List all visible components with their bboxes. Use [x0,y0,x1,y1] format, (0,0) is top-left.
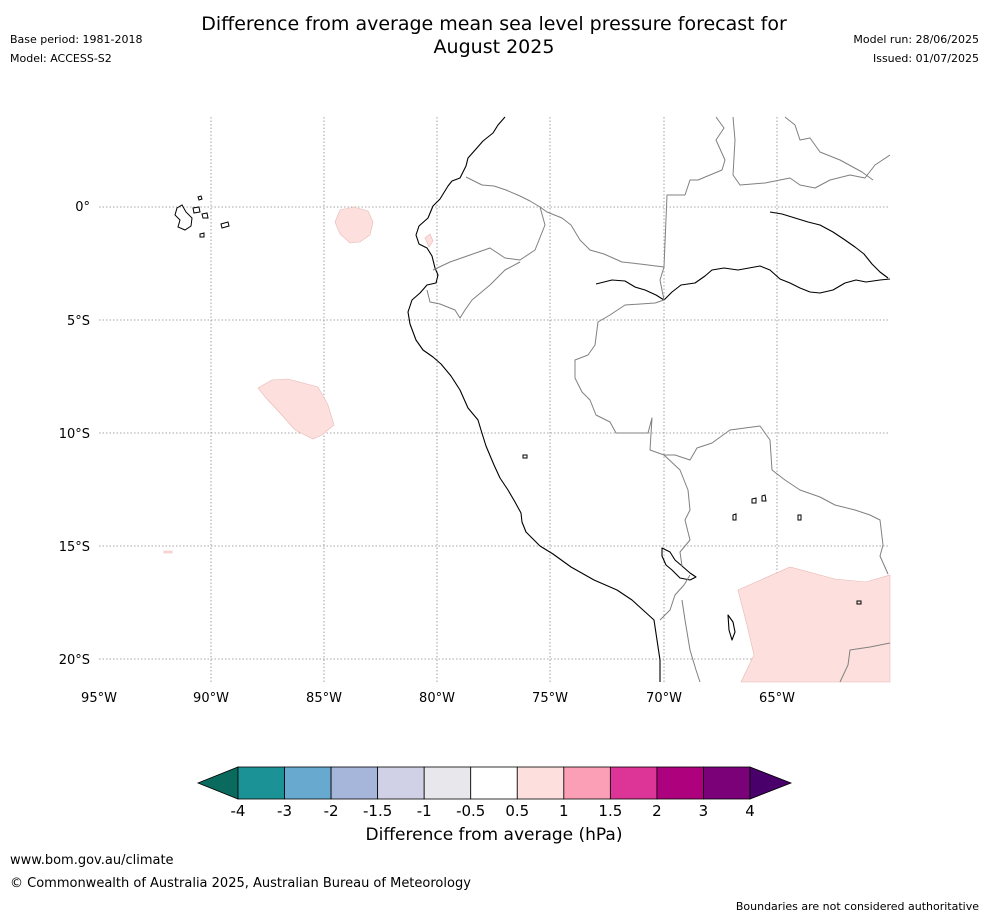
lat-label: 15°S [59,540,90,555]
colorbar-tick-label: -4 [231,802,246,820]
lake-2 [751,497,757,504]
lake-titicaca [661,547,697,581]
colorbar-ticks: -4 -3 -2 -1.5 -1 -0.5 0.5 1 1.5 2 3 4 [231,802,755,820]
border-venezuela-guyana [784,116,874,181]
base-period: Base period: 1981-2018 [10,33,143,46]
colorbar-extend-low [196,766,239,800]
colorbar-tick-label: 1.5 [598,802,622,820]
colorbar-tick-label: 1 [559,802,569,820]
longitude-labels: 95°W 90°W 85°W 80°W 75°W 70°W 65°W [81,691,795,706]
colorbar-tick-label: -0.5 [456,802,485,820]
footer-url: www.bom.gov.au/climate [10,853,174,868]
latitude-labels: 0° 5°S 10°S 15°S 20°S [59,200,90,668]
colorbar-bin [609,766,658,800]
colorbar-tick-label: -3 [277,802,292,820]
colorbar-tick-label: -1 [417,802,432,820]
anomaly-patch-small [163,550,173,554]
island-d [199,232,205,238]
lon-label: 70°W [646,691,682,706]
coastlines [407,116,891,682]
country-borders [426,116,891,683]
colorbar-bin [656,766,704,800]
coastline-amazon-north [769,211,889,279]
footer-disclaimer: Boundaries are not considered authoritat… [735,900,979,913]
lat-label: 0° [75,200,90,215]
border-peru-bolivia [663,454,691,567]
colorbar-bin [470,766,518,800]
anomaly-patch-ocean-north [334,206,374,244]
lake-poopo [727,614,736,641]
lake-3 [761,494,767,502]
colorbar-tick-label: -2 [324,802,339,820]
colorbar-bin [284,766,332,800]
anomaly-regions [163,206,891,683]
lat-label: 5°S [67,314,90,329]
colorbar-bin [237,766,285,800]
galapagos-islands [174,195,230,238]
lon-label: 75°W [532,691,568,706]
lon-label: 85°W [306,691,342,706]
border-ecuador-peru [426,261,521,319]
model-name: Model: ACCESS-S2 [10,52,112,65]
lake-5 [797,514,802,521]
model-run: Model run: 28/06/2025 [853,33,979,46]
border-peru-brazil-bolivia [574,266,889,575]
anomaly-patch-bolivia [737,566,891,683]
border-bolivia-paraguay [839,642,891,683]
island-c [220,221,230,229]
colorbar-tick-label: 0.5 [505,802,529,820]
colorbar-bin [423,766,472,800]
colorbar-bin [516,766,565,800]
lon-label: 90°W [193,691,229,706]
lon-label: 95°W [81,691,117,706]
island-b [201,212,209,219]
colorbar-tick-label: 4 [745,802,755,820]
isabela-island [174,204,193,231]
coastline-amazon-river [595,265,891,301]
lat-label: 10°S [59,427,90,442]
colorbar-tick-label: 3 [699,802,709,820]
lon-label: 80°W [419,691,455,706]
island-e [197,195,203,201]
title-line-2: August 2025 [433,36,555,58]
island-a [192,206,201,214]
lake-1 [522,454,528,459]
border-chile-bolivia [681,599,701,683]
colorbar-tick-label: -1.5 [363,802,392,820]
colorbar-bin [330,766,379,800]
small-lakes [522,454,862,605]
colorbar-label: Difference from average (hPa) [365,825,623,845]
lon-label: 65°W [759,691,795,706]
title-line-1: Difference from average mean sea level p… [201,13,787,35]
colorbar-bin [377,766,425,800]
colorbar-tick-label: 2 [652,802,662,820]
lake-4 [732,513,737,521]
lat-label: 20°S [59,653,90,668]
colorbar-bin [563,766,611,800]
footer-copyright: © Commonwealth of Australia 2025, Austra… [10,876,471,891]
lake-6 [856,600,862,605]
anomaly-patch-ocean-south [257,378,335,440]
coastline-pacific-mainland [407,116,661,682]
colorbar [196,766,793,800]
anomaly-patch-coast [424,233,434,248]
border-colombia-venezuela [732,116,891,189]
issued-date: Issued: 01/07/2025 [872,52,979,65]
border-ecuador-colombia [432,206,546,271]
map-panel: 0° 5°S 10°S 15°S 20°S 95°W 90°W 85°W 80°… [59,116,891,706]
border-colombia-south [465,116,726,268]
map-title: Difference from average mean sea level p… [0,13,988,59]
border-peru-chile [659,574,691,621]
colorbar-bin [703,766,751,800]
colorbar-extend-high [749,766,793,800]
